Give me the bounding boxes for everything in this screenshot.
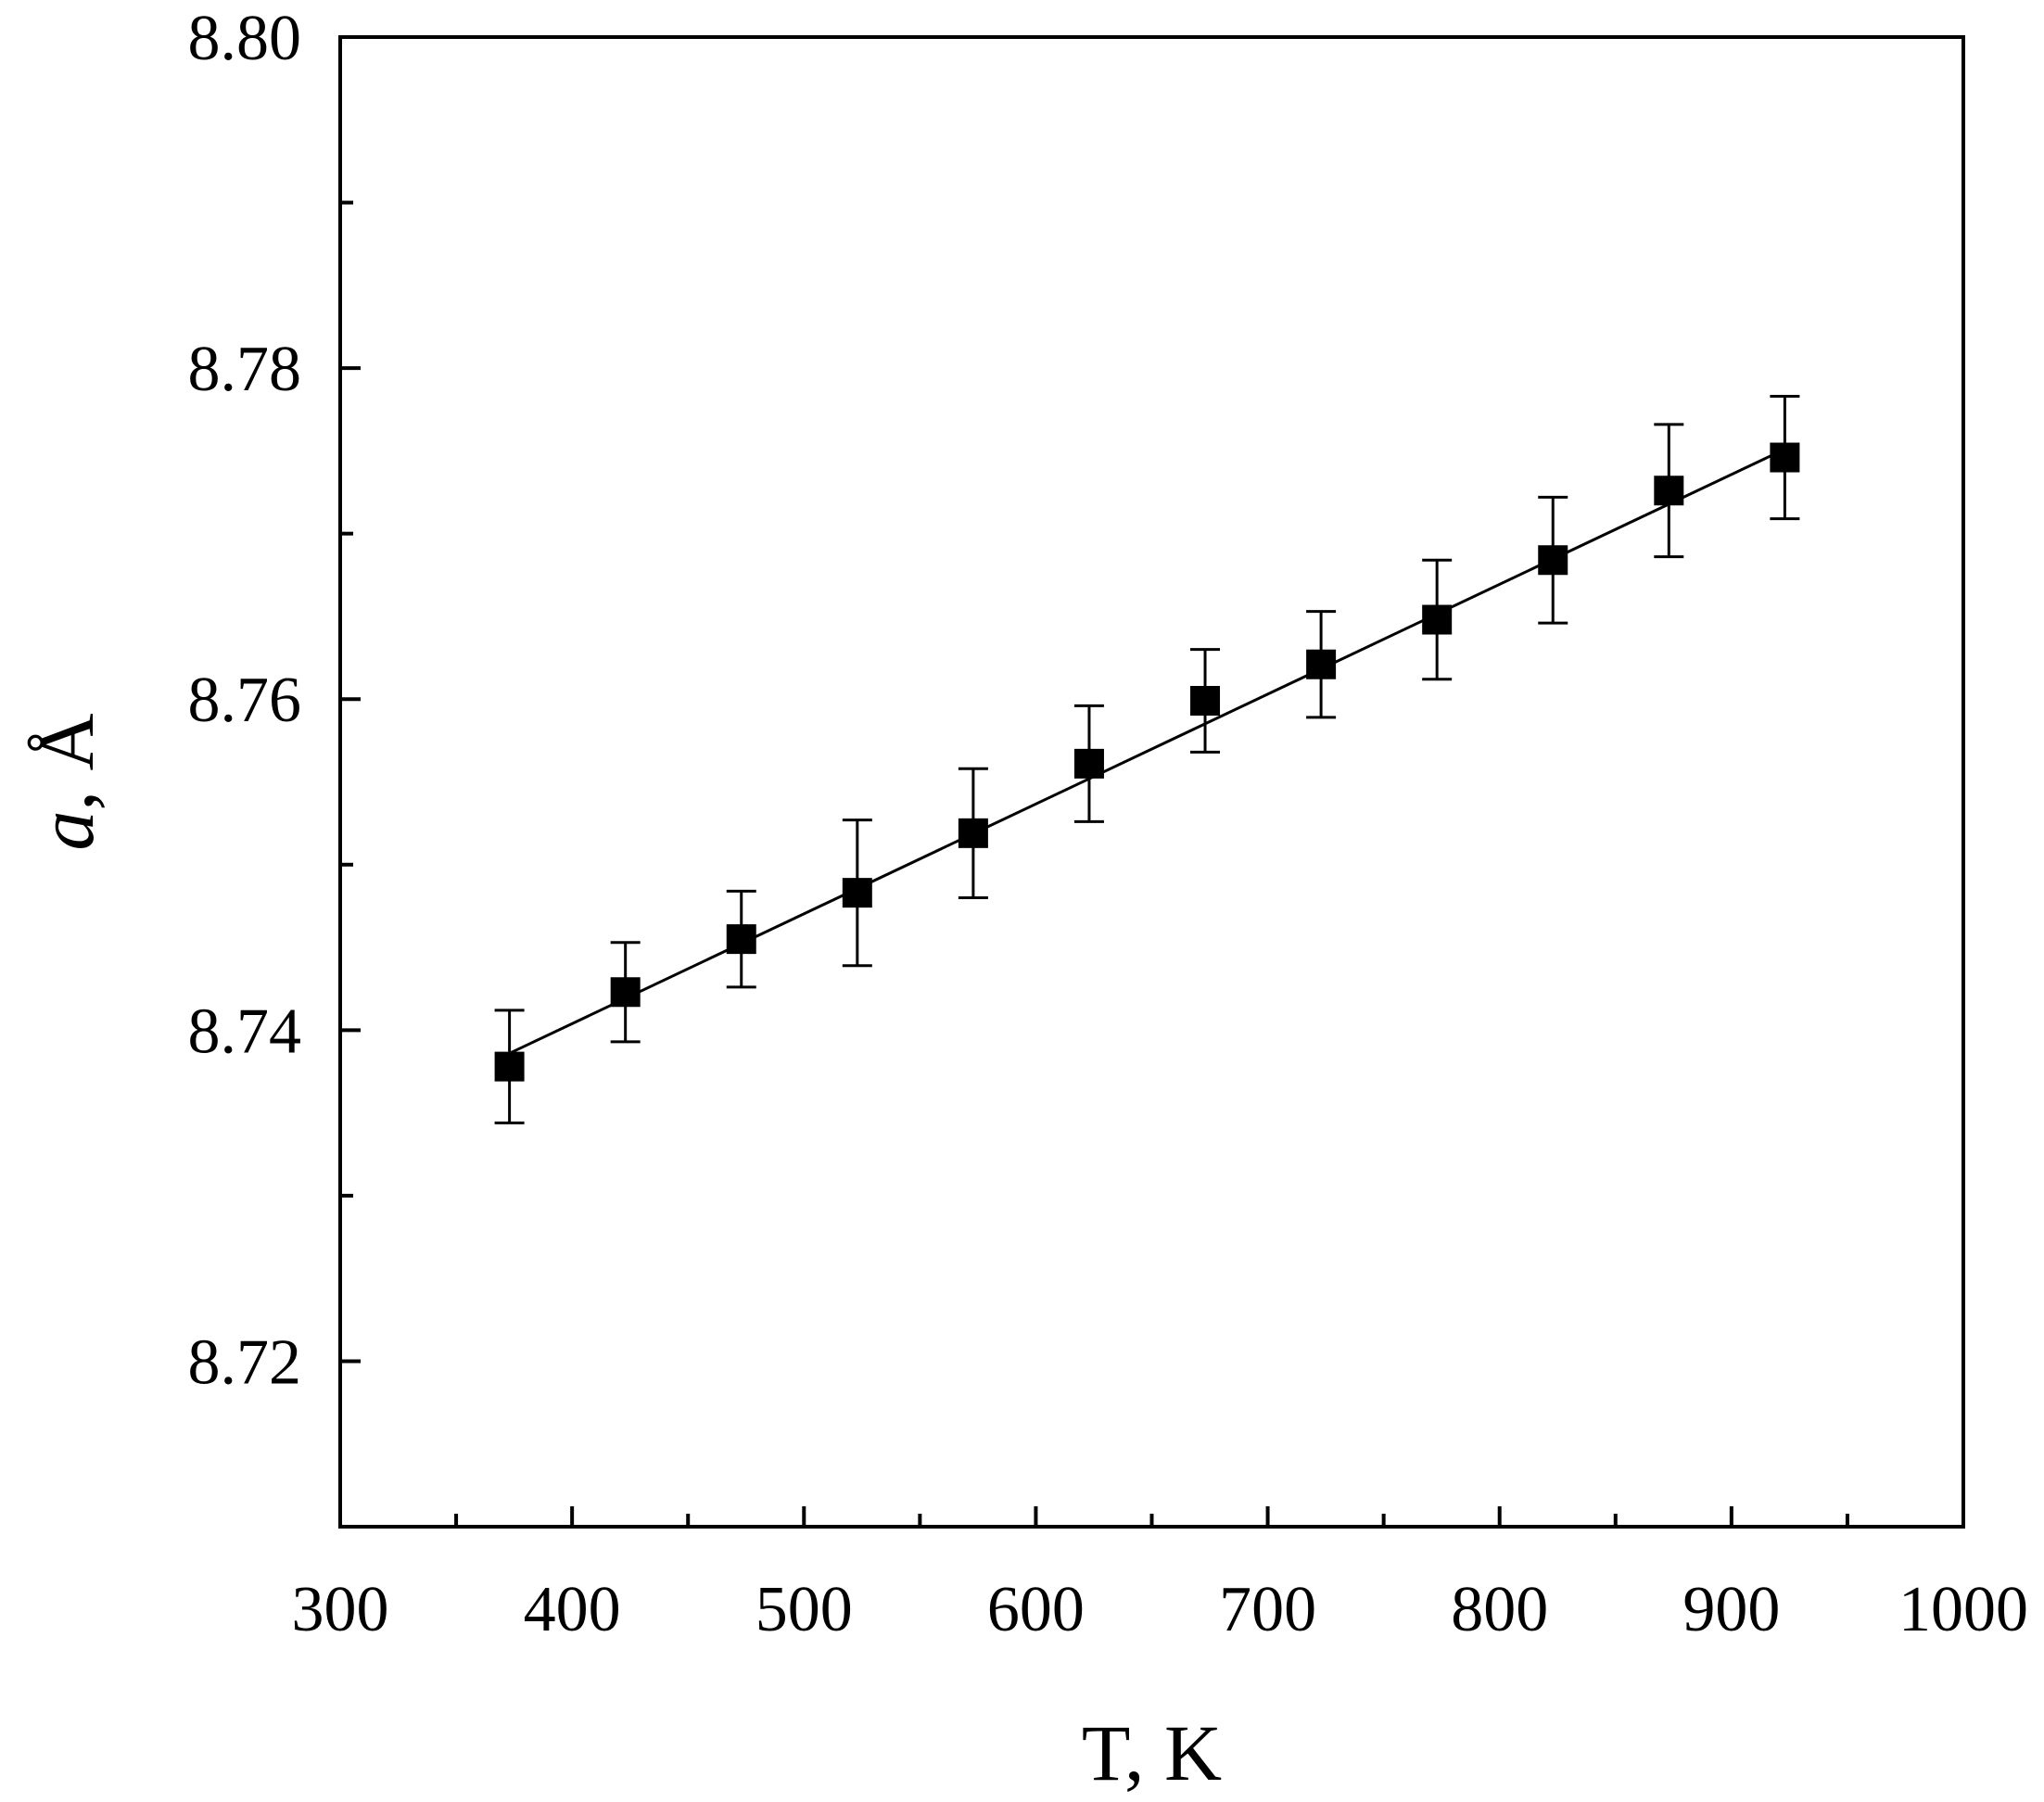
y-axis-title-symbol: a [21,811,110,851]
data-point-marker [610,977,641,1008]
data-point-marker [1073,748,1104,779]
y-tick-label: 8.78 [188,334,302,405]
x-tick-label: 1000 [1898,1574,2028,1645]
y-tick-label: 8.74 [188,996,302,1067]
y-axis-title: a, Å [21,713,110,850]
data-point-marker [1538,545,1568,576]
x-tick-label: 600 [987,1574,1085,1645]
data-point-marker [958,818,988,848]
data-point-marker [1306,649,1337,679]
fit-line-group [508,448,1786,1055]
data-points [494,394,1800,1124]
x-tick-label: 800 [1451,1574,1548,1645]
data-point-marker [1654,476,1684,506]
tick-labels: 300 400 500 600 700 800 900 1000 8.72 8.74 8.76 8.7… [188,3,2029,1645]
y-tick-label: 8.80 [188,3,302,74]
x-tick-label: 300 [292,1574,389,1645]
x-tick-label: 500 [755,1574,853,1645]
data-point-marker [842,878,872,908]
y-tick-label: 8.72 [188,1326,302,1398]
y-tick-label: 8.76 [188,665,302,736]
data-point-marker [1190,686,1221,717]
fit-line [508,448,1786,1055]
x-axis-title: T, K [1082,1708,1222,1797]
y-axis-title-unit: , Å [21,713,110,810]
x-tick-label: 900 [1682,1574,1780,1645]
data-point-marker [1422,604,1453,635]
plot-frame [338,35,1965,1529]
x-tick-label: 700 [1219,1574,1316,1645]
data-point-marker [726,924,756,955]
data-point-marker [1770,442,1800,473]
x-tick-label: 400 [524,1574,621,1645]
axis-ticks [338,35,1965,1529]
data-point-marker [494,1051,525,1082]
